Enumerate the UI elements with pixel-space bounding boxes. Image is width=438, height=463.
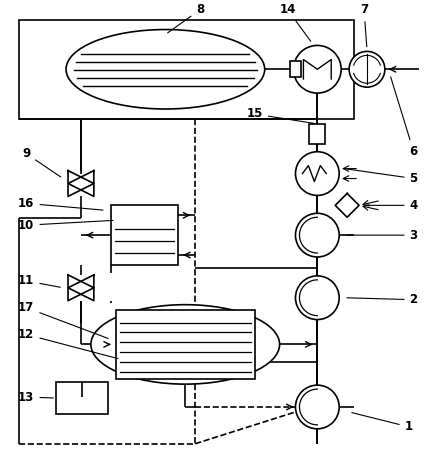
Text: 15: 15 (247, 107, 314, 124)
Polygon shape (68, 275, 94, 300)
Text: 2: 2 (347, 293, 418, 306)
Text: 7: 7 (360, 3, 368, 47)
Ellipse shape (66, 30, 265, 109)
Text: 1: 1 (352, 413, 413, 433)
Bar (56, 382, 108, 414)
Bar (116, 310, 255, 379)
Text: 5: 5 (347, 169, 418, 185)
Circle shape (296, 276, 339, 319)
Circle shape (349, 51, 385, 87)
Bar (111, 206, 178, 265)
Circle shape (296, 152, 339, 195)
Text: 9: 9 (22, 147, 61, 177)
Polygon shape (68, 275, 94, 300)
Circle shape (293, 45, 341, 93)
Text: 3: 3 (347, 229, 418, 242)
Bar (19, 19, 354, 119)
Text: 12: 12 (18, 328, 118, 359)
Text: 14: 14 (279, 3, 311, 41)
Bar (309, 124, 325, 144)
Text: 16: 16 (18, 197, 103, 210)
Text: 13: 13 (18, 391, 53, 404)
Text: 10: 10 (18, 219, 113, 232)
Text: 11: 11 (18, 275, 60, 288)
Text: 8: 8 (168, 3, 204, 33)
Polygon shape (335, 194, 359, 217)
Text: 17: 17 (18, 301, 108, 338)
Text: 6: 6 (391, 77, 418, 158)
Polygon shape (68, 170, 94, 196)
Text: 4: 4 (367, 199, 418, 212)
Bar (290, 61, 301, 77)
Polygon shape (68, 170, 94, 196)
Ellipse shape (91, 305, 279, 384)
Circle shape (296, 213, 339, 257)
Circle shape (296, 385, 339, 429)
